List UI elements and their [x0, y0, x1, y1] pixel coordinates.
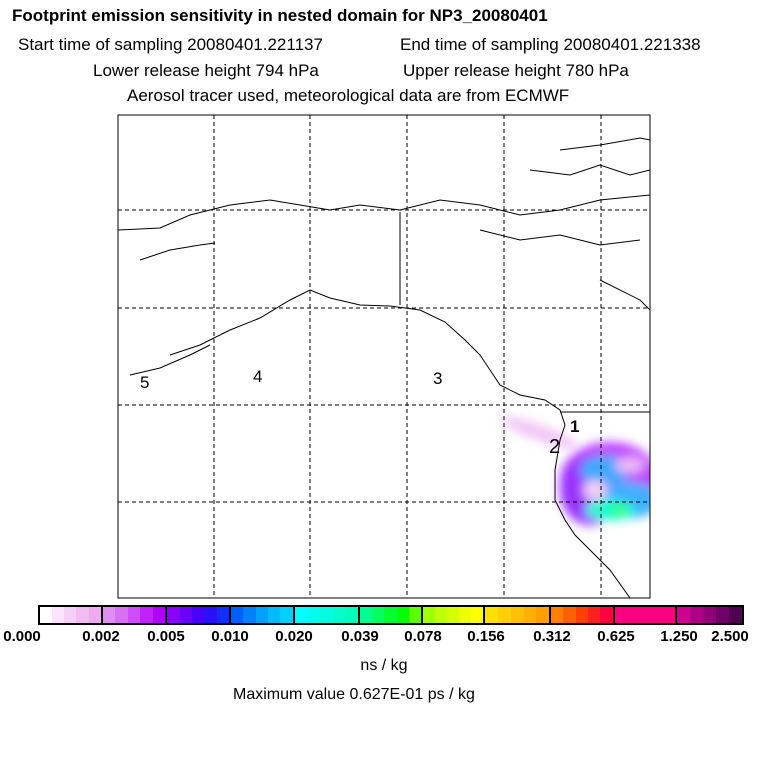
marker-2: 2 — [549, 436, 560, 458]
unit-label: ns / kg — [360, 657, 408, 674]
color-cell — [614, 607, 627, 623]
color-cell — [523, 607, 537, 623]
color-cell — [536, 607, 550, 623]
color-cell — [396, 607, 409, 623]
color-cell — [638, 607, 652, 623]
color-cell — [588, 607, 601, 623]
color-cell — [690, 607, 704, 623]
trajectory-markers: 5 4 3 2 1 — [140, 367, 579, 458]
color-cell — [498, 607, 511, 623]
color-cell — [716, 607, 730, 623]
color-cell — [280, 607, 293, 623]
color-cell — [243, 607, 256, 623]
tick-label: 0.000 — [3, 628, 41, 645]
color-cell — [255, 607, 268, 623]
color-segment — [102, 607, 168, 623]
lower-height-label: Lower release height 794 hPa — [93, 61, 319, 80]
color-cell — [319, 607, 333, 623]
color-cell — [140, 607, 153, 623]
tick-label: 0.625 — [597, 628, 635, 645]
marker-5: 5 — [140, 373, 149, 392]
color-cell — [167, 607, 180, 623]
maximum-value-label: Maximum value 0.627E-01 ps / kg — [233, 686, 475, 703]
tick-label: 0.005 — [147, 628, 185, 645]
marker-1: 1 — [570, 417, 579, 436]
tick-label: 0.010 — [211, 628, 249, 645]
color-cell — [64, 607, 77, 623]
color-segment — [230, 607, 295, 623]
color-cell — [485, 607, 499, 623]
color-cell — [677, 607, 691, 623]
tick-label: 0.020 — [275, 628, 313, 645]
tick-label: 0.156 — [467, 628, 505, 645]
color-cell — [127, 607, 141, 623]
color-cell — [88, 607, 101, 623]
color-cell — [510, 607, 524, 623]
color-segment — [485, 607, 552, 623]
start-time-label: Start time of sampling 20080401.221137 — [18, 35, 323, 54]
color-cell — [360, 607, 373, 623]
color-cell — [626, 607, 639, 623]
coastlines — [118, 137, 650, 598]
tick-label: 2.500 — [711, 628, 749, 645]
emission-plume — [502, 417, 650, 525]
color-cell — [191, 607, 205, 623]
color-cell — [434, 607, 448, 623]
graticule — [118, 115, 650, 598]
color-cell — [471, 607, 484, 623]
color-cell — [332, 607, 346, 623]
color-cell — [563, 607, 576, 623]
color-cell — [204, 607, 217, 623]
color-scale-bar — [38, 605, 744, 625]
color-cell — [115, 607, 128, 623]
tick-label: 0.002 — [82, 628, 120, 645]
color-cell — [651, 607, 664, 623]
color-cell — [459, 607, 472, 623]
color-cell — [230, 607, 244, 623]
color-segment — [294, 607, 361, 623]
color-cell — [294, 607, 308, 623]
color-cell — [384, 607, 397, 623]
tick-label: 0.312 — [533, 628, 571, 645]
color-cell — [345, 607, 359, 623]
color-cell — [76, 607, 89, 623]
tick-label: 0.078 — [404, 628, 442, 645]
color-segment — [614, 607, 678, 623]
color-cell — [422, 607, 435, 623]
color-segment — [551, 607, 615, 623]
color-cell — [551, 607, 564, 623]
color-cell — [152, 607, 166, 623]
color-cell — [102, 607, 116, 623]
color-cell — [408, 607, 421, 623]
color-cell — [179, 607, 192, 623]
end-time-label: End time of sampling 20080401.221338 — [400, 35, 701, 54]
tick-label: 0.039 — [341, 628, 379, 645]
color-cell — [40, 607, 53, 623]
color-cell — [663, 607, 676, 623]
tick-label: 1.250 — [660, 628, 698, 645]
color-segment — [40, 607, 103, 623]
color-cell — [307, 607, 320, 623]
marker-4: 4 — [253, 367, 262, 386]
color-segment — [677, 607, 742, 623]
color-cell — [216, 607, 229, 623]
color-cell — [729, 607, 742, 623]
color-cell — [52, 607, 65, 623]
color-segment — [360, 607, 423, 623]
color-cell — [575, 607, 589, 623]
upper-height-label: Upper release height 780 hPa — [403, 61, 629, 80]
color-cell — [703, 607, 717, 623]
color-cell — [372, 607, 385, 623]
tracer-label: Aerosol tracer used, meteorological data… — [127, 86, 570, 105]
color-cell — [600, 607, 613, 623]
footprint-map: 5 4 3 2 1 — [117, 114, 651, 599]
plot-title: Footprint emission sensitivity in nested… — [12, 6, 548, 25]
color-segment — [422, 607, 486, 623]
color-segment — [167, 607, 231, 623]
marker-3: 3 — [433, 369, 442, 388]
color-cell — [267, 607, 281, 623]
map-frame — [117, 114, 651, 599]
color-cell — [447, 607, 460, 623]
